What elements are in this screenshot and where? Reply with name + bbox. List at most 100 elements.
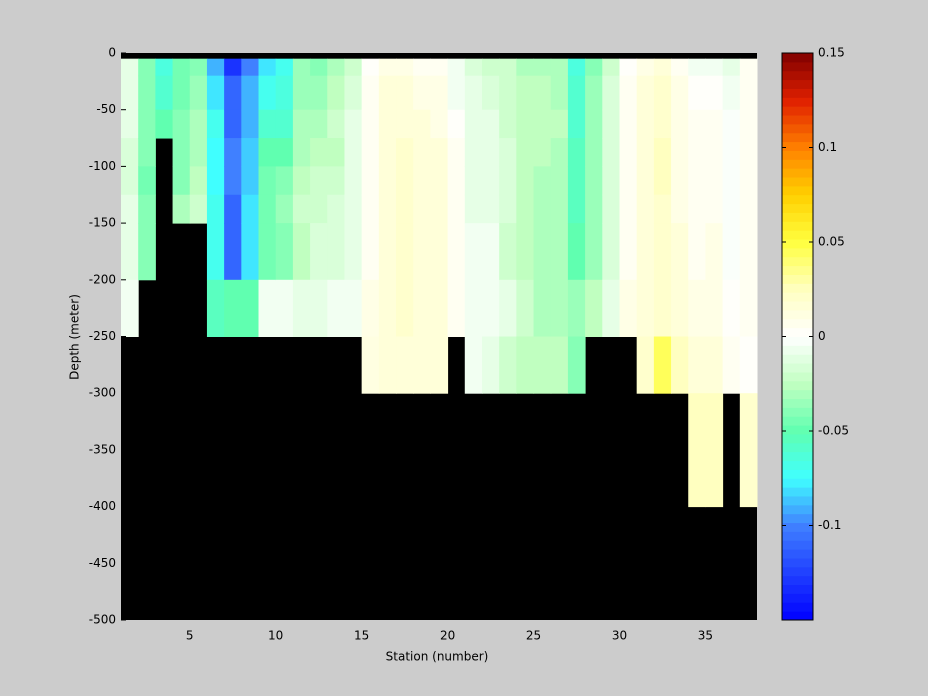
heatmap-cell <box>121 166 139 196</box>
heatmap-cell <box>481 166 500 196</box>
heatmap-cell <box>499 138 517 167</box>
colorbar-segment <box>782 327 813 337</box>
heatmap-cell <box>619 279 638 337</box>
heatmap-cell <box>550 109 569 139</box>
heatmap-cell <box>567 58 586 77</box>
colorbar-segment <box>782 531 813 541</box>
colorbar-segment <box>782 123 813 134</box>
heatmap-cell <box>206 279 225 337</box>
colorbar-segment <box>782 221 813 231</box>
colorbar-segment <box>782 177 813 187</box>
heatmap-cell <box>121 75 139 111</box>
colorbar-segment <box>782 495 813 506</box>
heatmap-cell <box>121 223 139 281</box>
heatmap-cell <box>224 279 242 337</box>
heatmap-cell <box>413 58 431 77</box>
heatmap-cell <box>688 166 706 196</box>
x-tick-label: 10 <box>268 629 283 643</box>
colorbar-segment <box>782 593 813 603</box>
heatmap-cell <box>447 138 466 167</box>
heatmap-cell <box>430 58 449 77</box>
colorbar-segment <box>782 115 813 125</box>
y-tick-label: -450 <box>89 556 116 570</box>
heatmap-cell <box>464 336 483 394</box>
heatmap-cell <box>688 75 706 111</box>
x-axis-label: Station (number) <box>386 650 489 664</box>
heatmap-cell <box>550 75 569 111</box>
y-tick-label: -50 <box>96 102 116 116</box>
heatmap-cell <box>636 279 655 337</box>
colorbar-segment <box>782 557 813 568</box>
heatmap-cell <box>516 58 535 77</box>
heatmap-cell <box>516 109 535 139</box>
heatmap-cell <box>705 336 724 394</box>
colorbar-segment <box>782 53 813 63</box>
heatmap-cell <box>585 138 603 167</box>
heatmap-cell <box>499 279 517 337</box>
heatmap-cell <box>739 109 758 139</box>
colorbar-segment <box>782 442 813 453</box>
heatmap-cell <box>516 279 535 337</box>
colorbar-segment <box>782 168 813 178</box>
heatmap-cell <box>396 223 414 281</box>
heatmap-cell <box>258 58 277 77</box>
heatmap-cell <box>258 166 277 196</box>
heatmap-cell <box>636 75 655 111</box>
colorbar-segment <box>782 283 813 293</box>
colorbar-segment <box>782 247 813 258</box>
heatmap-cell <box>224 58 242 77</box>
heatmap-cell <box>602 109 620 139</box>
heatmap-cell <box>567 75 586 111</box>
heatmap-cell <box>602 75 620 111</box>
heatmap-cell <box>292 166 311 196</box>
heatmap-cell <box>396 109 414 139</box>
heatmap-cell <box>241 58 260 77</box>
colorbar-segment <box>782 611 813 621</box>
heatmap-cell <box>550 166 569 196</box>
colorbar-segment <box>782 575 813 586</box>
y-tick-label: 0 <box>108 46 116 60</box>
colorbar-tick-label: 0.15 <box>818 46 845 60</box>
heatmap-cell <box>688 279 706 337</box>
colorbar-segment <box>782 380 813 391</box>
heatmap-cell <box>378 166 397 196</box>
colorbar-segment <box>782 97 813 107</box>
heatmap-cell <box>447 75 466 111</box>
heatmap-cell <box>258 194 277 224</box>
heatmap-cell <box>138 109 156 139</box>
heatmap-cell <box>499 109 517 139</box>
heatmap-cell <box>413 279 431 337</box>
colorbar-segment <box>782 106 813 116</box>
heatmap-cell <box>688 336 706 394</box>
heatmap-cell <box>275 58 294 77</box>
heatmap-cell <box>516 336 535 394</box>
heatmap-cell <box>722 75 741 111</box>
heatmap-cell <box>550 58 569 77</box>
colorbar-segment <box>782 336 813 346</box>
colorbar-segment <box>782 433 813 444</box>
heatmap-cell <box>206 166 225 196</box>
heatmap-cell <box>310 279 328 337</box>
heatmap-cell <box>722 223 741 281</box>
heatmap-cell <box>430 223 449 281</box>
heatmap-cell <box>155 75 174 111</box>
heatmap-cell <box>481 58 500 77</box>
heatmap-cell <box>310 75 328 111</box>
heatmap-cell <box>516 138 535 167</box>
heatmap-cell <box>653 194 672 224</box>
heatmap-cell <box>550 138 569 167</box>
heatmap-cell <box>447 223 466 281</box>
colorbar-segment <box>782 416 813 426</box>
heatmap-cell <box>206 194 225 224</box>
heatmap-cell <box>602 279 620 337</box>
heatmap-cell <box>241 138 260 167</box>
heatmap-cell <box>464 138 483 167</box>
heatmap-cell <box>396 75 414 111</box>
heatmap-cell <box>705 166 724 196</box>
heatmap-cell <box>344 166 363 196</box>
heatmap-cell <box>138 138 156 167</box>
heatmap-cell <box>653 336 672 394</box>
heatmap-cell <box>121 194 139 224</box>
heatmap-cell <box>481 336 500 394</box>
colorbar-segment <box>782 159 813 169</box>
